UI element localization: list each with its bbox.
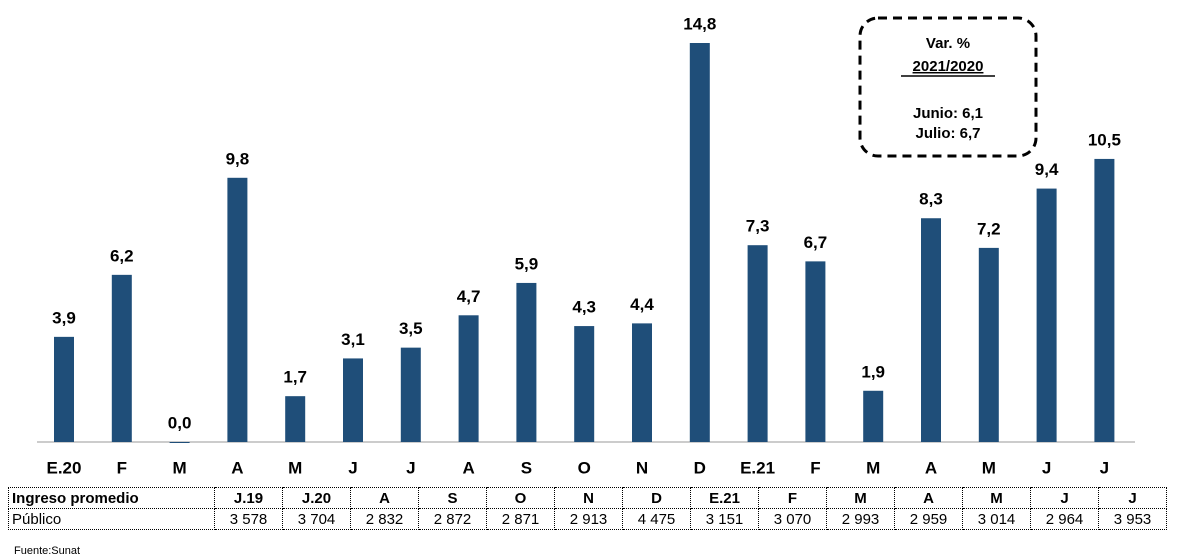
annotation: Var. % xyxy=(926,35,970,52)
value-label: 7,3 xyxy=(746,217,770,236)
table-cell: 3 704 xyxy=(282,508,351,530)
value-label: 6,7 xyxy=(804,233,828,252)
bar xyxy=(863,390,884,442)
table-cell: A xyxy=(894,487,963,509)
value-label: 8,3 xyxy=(919,190,943,209)
table-cell: A xyxy=(350,487,419,509)
table-cell: 2 959 xyxy=(894,508,963,530)
data-table: Ingreso promedio J.19 J.20 A S O N D E.21 F M A M J J P… xyxy=(8,487,1167,530)
table-cell: 2 872 xyxy=(418,508,487,530)
x-tick-label: N xyxy=(636,458,648,477)
bar xyxy=(227,177,248,442)
x-tick-label: S xyxy=(521,458,532,477)
bar xyxy=(400,347,421,442)
annotation-box xyxy=(858,16,1038,158)
table-cell: M xyxy=(826,487,895,509)
value-label: 5,9 xyxy=(515,254,539,273)
bar xyxy=(1094,158,1115,443)
table-cell: 2 964 xyxy=(1030,508,1099,530)
x-tick-label: F xyxy=(117,458,127,477)
bar xyxy=(458,315,479,442)
x-tick-label: F xyxy=(810,458,820,477)
value-label: 1,7 xyxy=(283,368,307,387)
bar xyxy=(516,282,537,442)
table-cell: 3 070 xyxy=(758,508,827,530)
bar xyxy=(978,247,999,442)
bar xyxy=(632,323,652,442)
bar xyxy=(805,261,826,442)
annotation: Junio: 6,1 xyxy=(913,105,983,122)
table-cell: 3 014 xyxy=(962,508,1031,530)
bar xyxy=(747,245,768,442)
table-cell: 2 913 xyxy=(554,508,623,530)
table-cell: Ingreso promedio xyxy=(8,487,215,509)
value-label: 4,3 xyxy=(572,298,596,317)
x-tick-label: J xyxy=(1100,458,1109,477)
table-cell: 3 151 xyxy=(690,508,759,530)
value-label: 14,8 xyxy=(683,14,716,33)
x-tick-label: E.21 xyxy=(740,458,775,477)
bar xyxy=(285,396,306,442)
value-label: 0,0 xyxy=(168,413,192,432)
table-cell: D xyxy=(622,487,691,509)
annotation: Julio: 6,7 xyxy=(915,125,980,142)
table-cell: 3 578 xyxy=(214,508,283,530)
value-label: 1,9 xyxy=(861,362,885,381)
value-label: 10,5 xyxy=(1088,130,1121,149)
value-label: 9,4 xyxy=(1035,160,1059,179)
x-tick-label: M xyxy=(982,458,996,477)
value-label: 7,2 xyxy=(977,219,1001,238)
table-cell: J.19 xyxy=(214,487,283,509)
value-label: 3,1 xyxy=(341,330,365,349)
table-cell: J xyxy=(1030,487,1099,509)
table-cell: 4 475 xyxy=(622,508,691,530)
table-cell: M xyxy=(962,487,1031,509)
x-tick-label: M xyxy=(173,458,187,477)
x-tick-label: E.20 xyxy=(47,458,82,477)
value-label: 4,4 xyxy=(630,295,654,314)
source: Fuente:Sunat xyxy=(14,545,81,557)
chart: Var. % 2021/2020 Junio: 6,1 Julio: 6,7 3… xyxy=(37,14,1135,477)
table-cell: J xyxy=(1098,487,1167,509)
table-cell: S xyxy=(418,487,487,509)
bar xyxy=(689,43,710,442)
annotation: 2021/2020 xyxy=(913,58,984,75)
table-cell: J.20 xyxy=(282,487,351,509)
x-tick-label: A xyxy=(925,458,937,477)
value-label: 3,9 xyxy=(52,308,76,327)
value-label: 9,8 xyxy=(226,149,250,168)
x-tick-label: J xyxy=(406,458,415,477)
bar xyxy=(111,274,132,442)
value-label: 4,7 xyxy=(457,287,481,306)
table-cell: E.21 xyxy=(690,487,759,509)
bar xyxy=(169,442,190,443)
value-label: 6,2 xyxy=(110,246,134,265)
bar xyxy=(574,326,595,442)
table-row: Ingreso promedio J.19 J.20 A S O N D E.21 F M A M J J xyxy=(8,487,1167,509)
table-cell: 2 832 xyxy=(350,508,419,530)
table-cell: O xyxy=(486,487,555,509)
x-tick-label: O xyxy=(578,458,591,477)
table-cell: Público xyxy=(8,508,215,530)
x-tick-label: A xyxy=(231,458,243,477)
table-row: Público 3 578 3 704 2 832 2 872 2 871 2 913 4 4… xyxy=(8,508,1167,530)
x-tick-label: D xyxy=(694,458,706,477)
bar xyxy=(1036,188,1057,442)
x-tick-label: A xyxy=(462,458,474,477)
value-label: 3,5 xyxy=(399,319,423,338)
x-tick-label: M xyxy=(866,458,880,477)
bar xyxy=(921,218,941,442)
table-cell: N xyxy=(554,487,623,509)
bar xyxy=(54,336,74,442)
x-tick-label: J xyxy=(348,458,357,477)
bar xyxy=(343,358,363,442)
x-tick-label: M xyxy=(288,458,302,477)
table-cell: 2 993 xyxy=(826,508,895,530)
table-cell: 2 871 xyxy=(486,508,555,530)
x-tick-label: J xyxy=(1042,458,1051,477)
table-cell: 3 953 xyxy=(1098,508,1167,530)
table-cell: F xyxy=(758,487,827,509)
